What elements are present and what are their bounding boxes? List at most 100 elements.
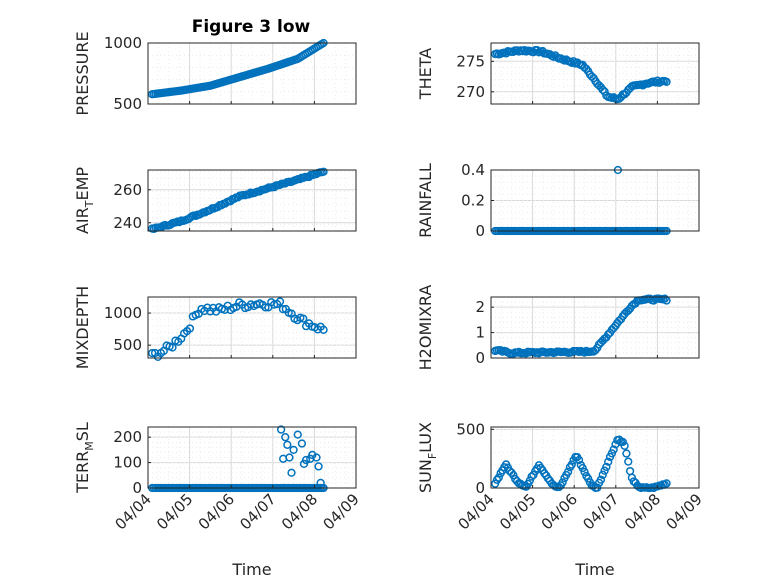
pressure-y-tick-label: 500: [113, 95, 142, 113]
air_temp-y-tick-label: 260: [113, 181, 142, 199]
terr_msl-x-tick-label: 04/09: [320, 490, 363, 533]
mixdepth-data-point: [299, 314, 308, 323]
terr_msl-y-tick-label: 200: [113, 428, 142, 446]
sun_flux-y-axis-label-main: SUN: [416, 459, 435, 493]
mixdepth-axes-box: [147, 296, 357, 359]
h2omixra-axes-box: [490, 296, 700, 359]
theta-y-axis-label: THETA: [416, 48, 435, 100]
theta-y-axis-label-main: THETA: [416, 48, 435, 100]
figure-title: Figure 3 low: [192, 17, 311, 37]
terr_msl-data-point: [283, 440, 292, 449]
terr_msl-data-point: [299, 459, 309, 469]
theta-data-point: [662, 77, 671, 86]
h2omixra-y-tick-label: 0: [475, 349, 485, 367]
theta-data-point: [651, 78, 660, 87]
air_temp-axes-box: [147, 169, 357, 232]
mixdepth-y-tick-label: 1000: [104, 304, 142, 322]
sun_flux-plot-area: [490, 426, 700, 489]
terr_msl-y-axis-label: TERRMSL: [73, 422, 96, 494]
terr_msl-data-point: [281, 433, 290, 442]
h2omixra-y-axis-label-main: H2OMIXRA: [416, 285, 435, 371]
sun_flux-data-point: [609, 445, 618, 454]
mixdepth-data-point: [278, 304, 288, 314]
sun_flux-y-axis-label-subscript: F: [426, 453, 439, 459]
sun_flux-x-tick-label: 04/07: [579, 490, 622, 533]
mixdepth-data-point: [261, 303, 270, 312]
pressure-y-axis-label-main: PRESSURE: [73, 31, 92, 115]
air_temp-y-axis-label-suffix: EMP: [73, 167, 92, 201]
terr_msl-data-point: [289, 445, 298, 455]
panel-pressure: 500 1000 PRESSURE: [73, 31, 357, 116]
sun_flux-data-point: [558, 478, 567, 487]
panel-terr_msl: 0100200TERRMSL04/0404/0504/0604/0704/080…: [73, 422, 363, 579]
air_temp-data-point: [244, 190, 253, 199]
sun_flux-x-axis-label: Time: [574, 560, 614, 579]
mixdepth-data-point: [185, 324, 195, 333]
sun_flux-x-tick-label: 04/08: [621, 490, 664, 533]
sun_flux-data-point: [525, 476, 534, 485]
theta-data-point: [598, 85, 607, 94]
sun_flux-data-point: [596, 475, 606, 484]
terr_msl-data-point: [279, 454, 288, 463]
sun_flux-data-point: [624, 457, 633, 466]
terr_msl-y-tick-label: 100: [113, 454, 142, 472]
mixdepth-data-point: [275, 297, 285, 306]
sun_flux-y-axis-label: SUNFLUX: [416, 422, 439, 493]
sun_flux-data-point: [509, 471, 518, 480]
terr_msl-x-tick-label: 04/06: [195, 490, 238, 533]
sun_flux-x-tick-label: 04/09: [663, 490, 706, 533]
terr_msl-y-axis-label-suffix: SL: [73, 422, 92, 441]
terr_msl-data-point: [312, 453, 321, 462]
h2omixra-data-point: [660, 294, 669, 303]
terr_msl-x-axis-label: Time: [231, 560, 271, 579]
terr_msl-data-point: [316, 478, 325, 488]
terr_msl-y-axis-label-main: TERR: [73, 451, 92, 494]
h2omixra-y-axis-label: H2OMIXRA: [416, 285, 435, 371]
sun_flux-y-tick-label: 0: [475, 479, 485, 497]
sun_flux-axes-box: [490, 426, 700, 489]
panel-sun_flux: 0500SUNFLUX04/0404/0504/0604/0704/0804/0…: [416, 420, 706, 579]
mixdepth-data-point: [148, 348, 157, 358]
sun_flux-data-point: [622, 449, 631, 458]
h2omixra-data-point: [591, 345, 600, 355]
panel-h2omixra: 0 1 2 H2OMIXRA: [416, 285, 700, 371]
terr_msl-x-tick-label: 04/07: [236, 490, 279, 533]
air_temp-data-point: [175, 217, 184, 227]
terr_msl-y-tick-label: 0: [132, 479, 142, 497]
h2omixra-y-tick-label: 2: [475, 298, 485, 316]
sun_flux-x-tick-label: 04/05: [496, 490, 539, 533]
air_temp-y-axis-label-subscript: T: [83, 200, 96, 208]
air_temp-y-tick-label: 240: [113, 214, 142, 232]
theta-data-point: [549, 52, 558, 61]
mixdepth-y-axis-label-main: MIXDEPTH: [73, 286, 92, 369]
sun_flux-y-tick-label: 500: [456, 420, 485, 438]
terr_msl-x-tick-label: 04/08: [278, 490, 321, 533]
sun_flux-data-point: [604, 457, 613, 466]
air_temp-data-point: [319, 167, 328, 176]
h2omixra-y-tick-label: 1: [475, 324, 485, 342]
theta-y-tick-label: 275: [456, 52, 485, 70]
terr_msl-data-point: [308, 450, 317, 460]
mixdepth-data-point: [168, 343, 177, 352]
sun_flux-data-point: [491, 479, 500, 488]
sun_flux-data-point: [563, 467, 573, 476]
sun_flux-data-point: [618, 437, 627, 447]
sun_flux-data-point: [662, 479, 671, 488]
mixdepth-y-axis-label: MIXDEPTH: [73, 286, 92, 369]
rainfall-y-axis-label: RAINFALL: [416, 163, 435, 238]
terr_msl-data-point: [276, 425, 286, 434]
sun_flux-data-point: [567, 460, 576, 469]
sun_flux-data-point: [620, 441, 629, 450]
h2omixra-data-point: [514, 347, 524, 357]
rainfall-y-axis-label-main: RAINFALL: [416, 163, 435, 238]
panel-theta: 270 275 THETA: [416, 42, 700, 105]
terr_msl-data-point: [297, 439, 307, 448]
sun_flux-data-point: [580, 467, 589, 477]
sun_flux-data-point: [527, 472, 536, 481]
terr_msl-data-point: [293, 430, 302, 439]
sun_flux-data-point: [494, 473, 503, 482]
sun_flux-data-point: [574, 455, 584, 465]
theta-axes-box: [490, 42, 700, 105]
terr_msl-x-tick-label: 04/05: [153, 490, 196, 533]
